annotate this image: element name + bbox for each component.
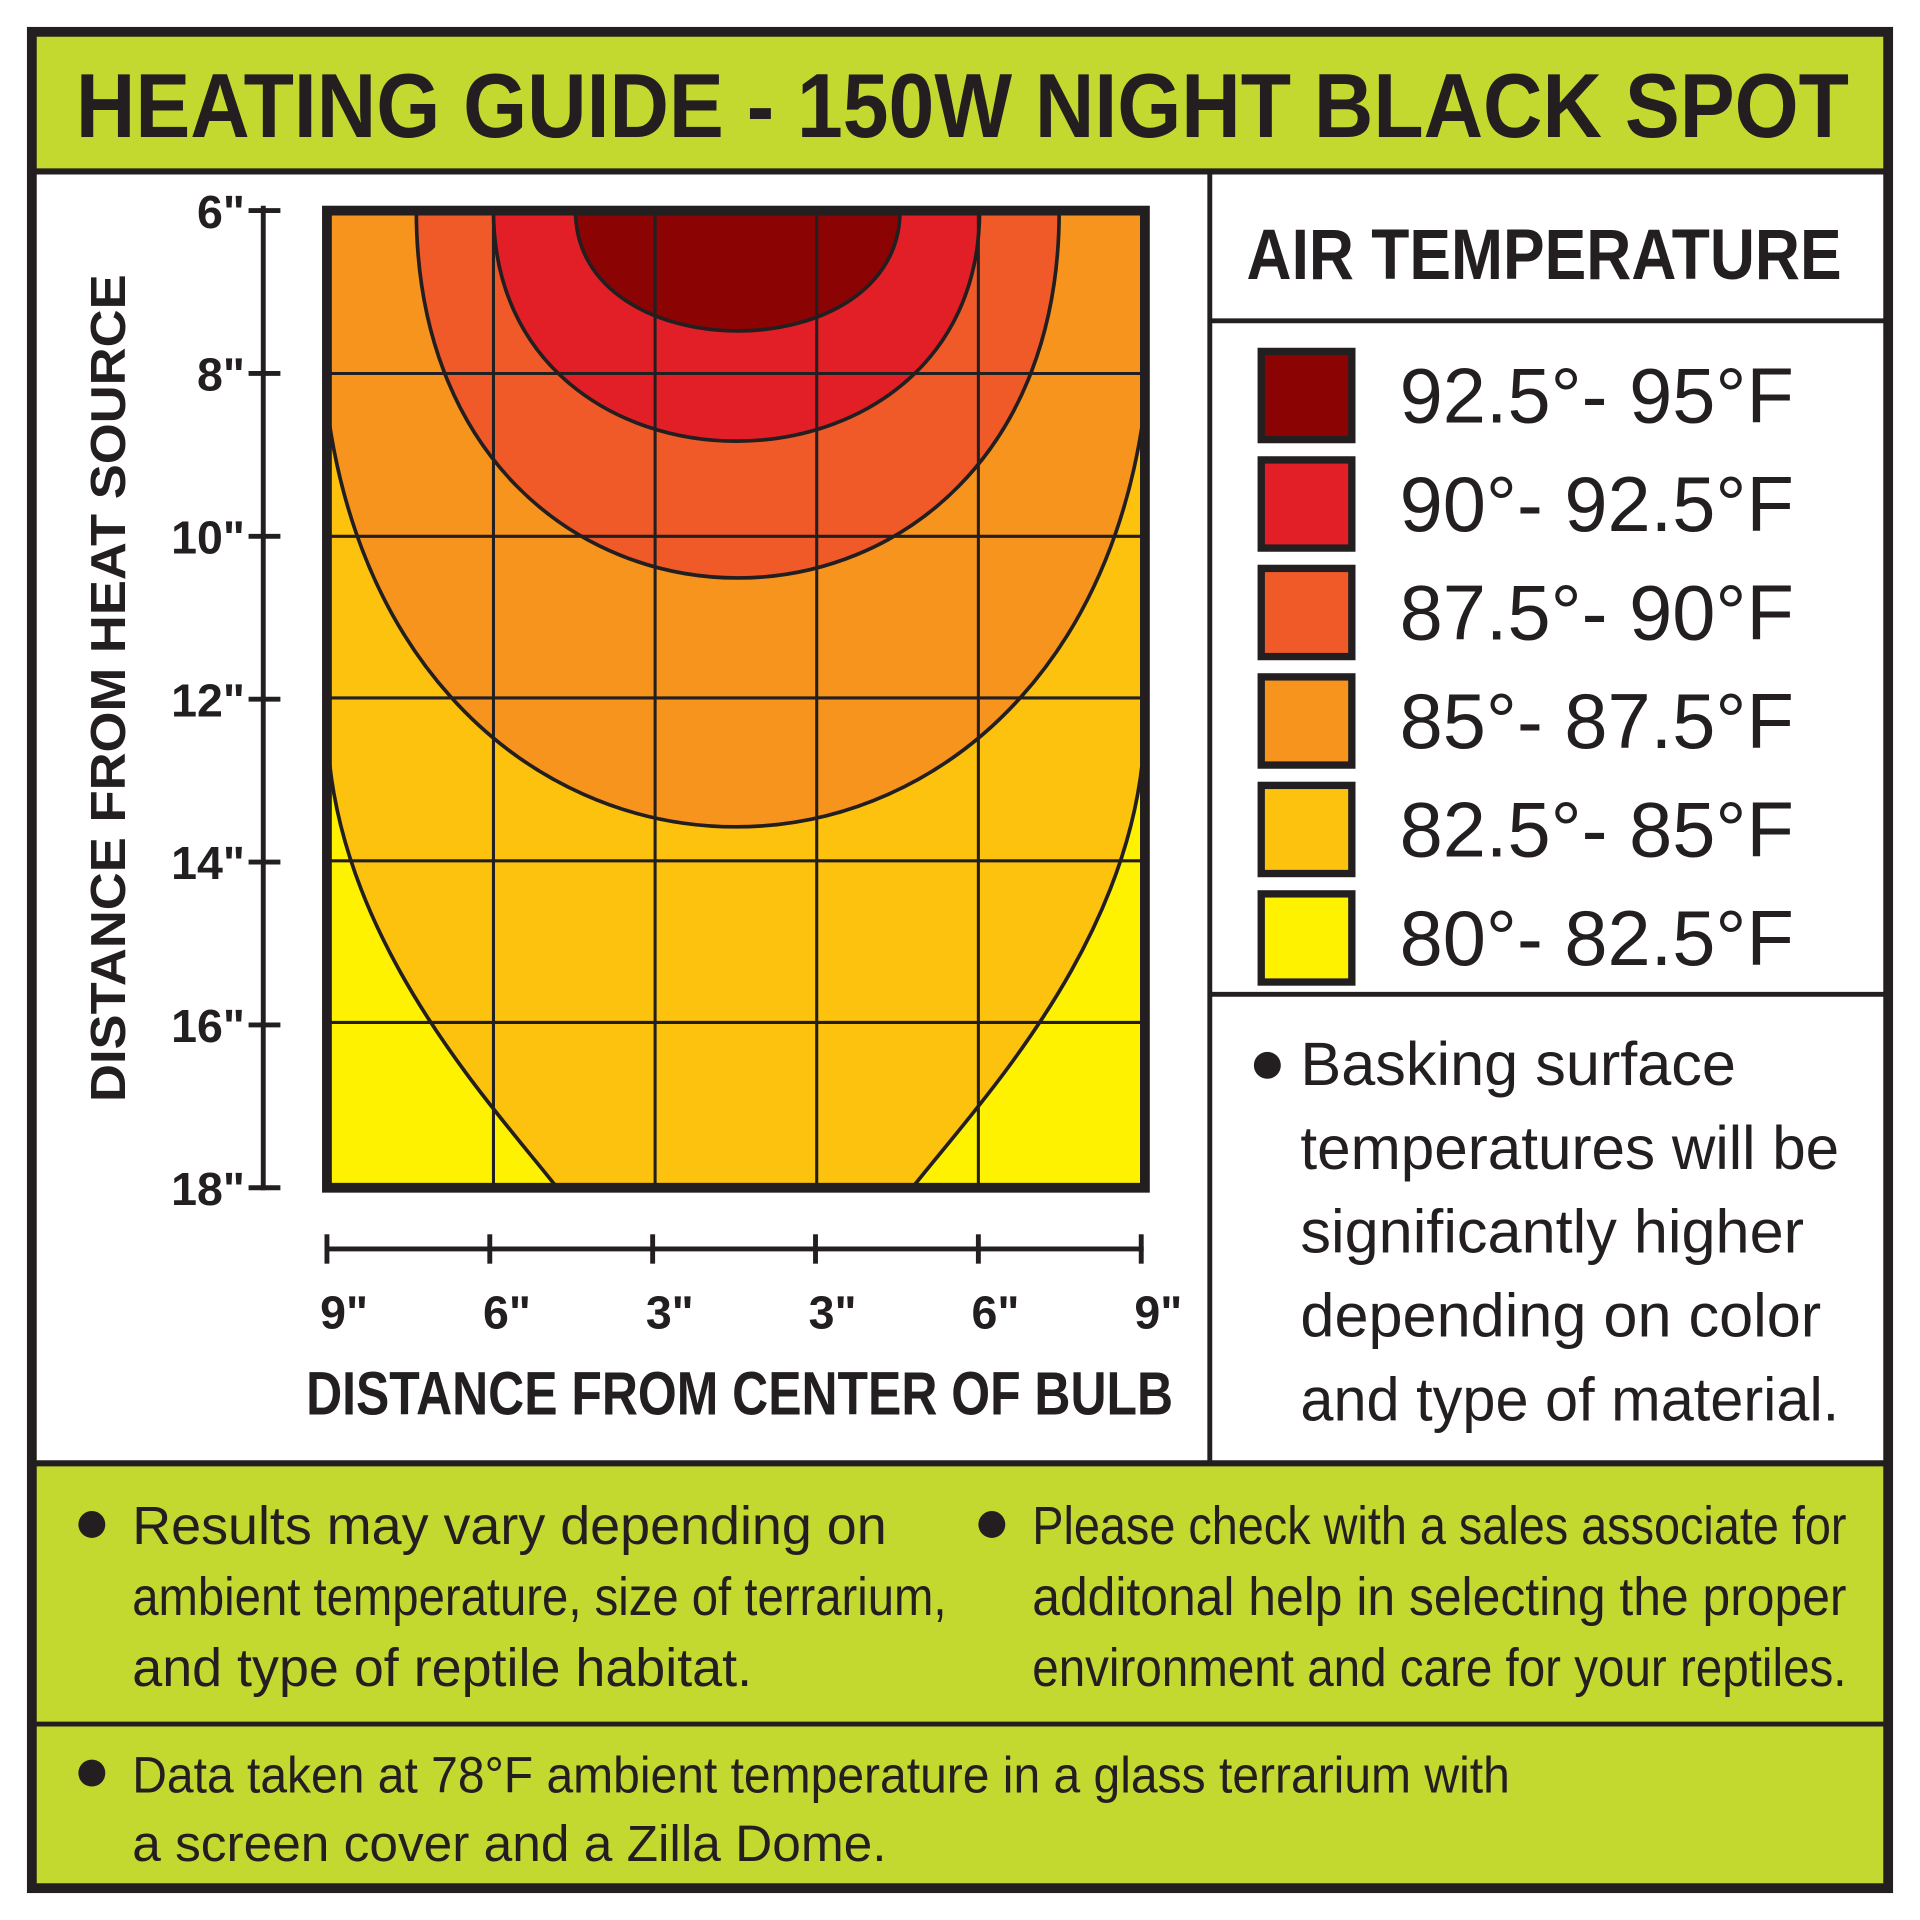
legend-label: 85°- 87.5°F xyxy=(1400,677,1794,765)
notes: Basking surface temperatures will be signi… xyxy=(78,1030,1847,1872)
x-tick-label: 3" xyxy=(809,1287,857,1339)
bullet xyxy=(1253,1051,1281,1079)
note-line: Results may vary depending on xyxy=(132,1496,886,1556)
note-line: environment and care for your reptiles. xyxy=(1032,1638,1846,1698)
y-tick-label: 16" xyxy=(171,1000,245,1052)
x-tick-label: 6" xyxy=(972,1287,1020,1339)
x-tick-label: 3" xyxy=(646,1287,694,1339)
contour-line xyxy=(414,210,1062,580)
bullet xyxy=(978,1511,1006,1538)
plot-border xyxy=(322,205,1150,1193)
note-line: significantly higher xyxy=(1300,1198,1804,1266)
legend-swatch xyxy=(1257,347,1356,444)
y-tick-label: 14" xyxy=(171,837,245,889)
y-ticks: 6" 8" 10" 12" 14" 16" 18" xyxy=(171,186,281,1215)
legend-label: 80°- 82.5°F xyxy=(1400,894,1794,982)
legend-label: 82.5°- 85°F xyxy=(1400,785,1794,873)
contours xyxy=(326,210,1145,1188)
bullet xyxy=(78,1511,106,1538)
x-ticks: 9" 6" 3" 3" 6" 9" xyxy=(320,1234,1182,1339)
note-line: temperatures will be xyxy=(1300,1114,1839,1182)
note-line: a screen cover and a Zilla Dome. xyxy=(132,1814,886,1872)
note-line: Please check with a sales associate for xyxy=(1032,1496,1846,1556)
contour-line xyxy=(326,716,1145,1188)
legend-swatch xyxy=(1257,890,1356,986)
note-line: Basking surface xyxy=(1300,1030,1736,1098)
y-tick-label: 18" xyxy=(171,1163,245,1215)
notes-band xyxy=(31,1463,1889,1889)
legend-label: 92.5°- 95°F xyxy=(1400,351,1794,439)
bullet xyxy=(78,1759,106,1787)
y-tick-label: 6" xyxy=(197,186,245,238)
title-band xyxy=(31,31,1889,172)
note-line: depending on color xyxy=(1300,1282,1821,1350)
grid xyxy=(326,210,1145,1188)
x-tick-label: 9" xyxy=(1134,1287,1182,1339)
outer-border xyxy=(26,26,1894,1894)
note-line: and type of reptile habitat. xyxy=(132,1638,752,1698)
y-axis-title: DISTANCE FROM HEAT SOURCE xyxy=(82,274,136,1102)
note-line: and type of material. xyxy=(1300,1365,1839,1433)
note-line: additonal help in selecting the proper xyxy=(1032,1567,1846,1627)
contour-line xyxy=(491,210,982,443)
legend-swatch xyxy=(1257,456,1356,552)
legend-label: 90°- 92.5°F xyxy=(1400,460,1794,548)
x-tick-label: 9" xyxy=(320,1287,368,1339)
legend-title: AIR TEMPERATURE xyxy=(1247,216,1842,295)
legend-swatch xyxy=(1257,564,1356,661)
x-axis-title: DISTANCE FROM CENTER OF BULB xyxy=(306,1359,1173,1427)
note-line: ambient temperature, size of terrarium, xyxy=(132,1567,946,1627)
y-tick-label: 10" xyxy=(171,511,245,563)
note-line: Data taken at 78°F ambient temperature i… xyxy=(132,1746,1510,1804)
title: HEATING GUIDE - 150W NIGHT BLACK SPOT xyxy=(76,56,1849,157)
legend-swatch xyxy=(1257,781,1356,878)
legend: 92.5°- 95°F 90°- 92.5°F 87.5°- 90°F 85°- 87… xyxy=(1257,347,1794,986)
legend-swatch xyxy=(1257,673,1356,769)
contour-line xyxy=(573,210,902,333)
legend-label: 87.5°- 90°F xyxy=(1400,568,1794,656)
contour-line xyxy=(326,389,1145,829)
y-tick-label: 8" xyxy=(197,349,245,401)
y-tick-label: 12" xyxy=(171,674,245,726)
x-tick-label: 6" xyxy=(483,1287,531,1339)
